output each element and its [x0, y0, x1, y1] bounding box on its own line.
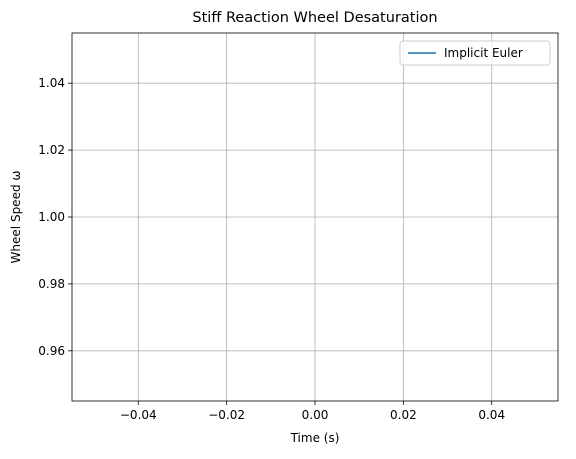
y-tick-label: 1.00	[38, 210, 65, 224]
chart-title: Stiff Reaction Wheel Desaturation	[192, 10, 437, 26]
x-tick-label: 0.02	[390, 408, 417, 422]
legend-label: Implicit Euler	[444, 46, 523, 60]
y-tick-label: 0.96	[38, 344, 65, 358]
plot-frame	[71, 32, 559, 402]
x-axis-label: Time (s)	[290, 431, 340, 445]
x-tick-label: −0.02	[208, 408, 245, 422]
x-tick-label: 0.04	[478, 408, 505, 422]
y-tick-label: 1.04	[38, 76, 65, 90]
x-tick-label: −0.04	[120, 408, 157, 422]
y-axis-label: Wheel Speed ω	[9, 171, 23, 264]
y-tick-label: 0.98	[38, 277, 65, 291]
legend-box	[399, 40, 551, 66]
y-tick-label: 1.02	[38, 143, 65, 157]
x-tick-label: 0.00	[302, 408, 329, 422]
